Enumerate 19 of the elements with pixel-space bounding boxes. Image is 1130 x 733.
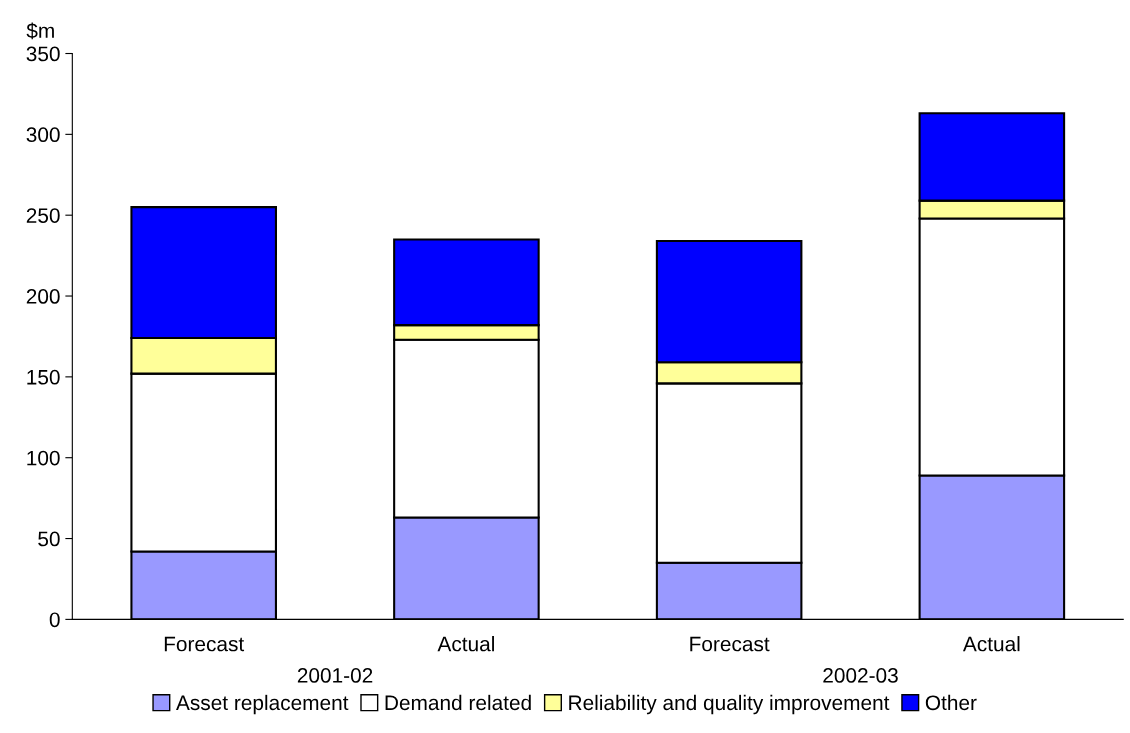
x-tick-label: Actual <box>437 636 494 652</box>
text: 2001-02 <box>297 668 373 683</box>
text: 2002-03 <box>823 668 898 683</box>
legend-label: Reliability and quality improvement <box>569 694 890 715</box>
legend-label: Demand related <box>385 694 531 711</box>
legend-label: Other <box>925 694 977 711</box>
y-tick-label: 50 <box>38 531 60 547</box>
y-tick-label: 300 <box>26 127 60 143</box>
y-tick-label: 250 <box>26 208 60 223</box>
y-tick-label: 0 <box>49 612 60 628</box>
y-tick-label: 100 <box>27 450 60 466</box>
legend-label: Asset replacement <box>176 694 349 715</box>
x-tick-label: Forecast <box>690 636 770 652</box>
y-axis-title: $m <box>26 22 54 40</box>
y-tick-label: 200 <box>26 289 60 304</box>
y-tick-label: 150 <box>27 369 60 385</box>
x-tick-label: Actual <box>962 636 1020 652</box>
x-tick-label: Forecast <box>164 636 245 652</box>
y-tick-label: 350 <box>26 46 60 62</box>
